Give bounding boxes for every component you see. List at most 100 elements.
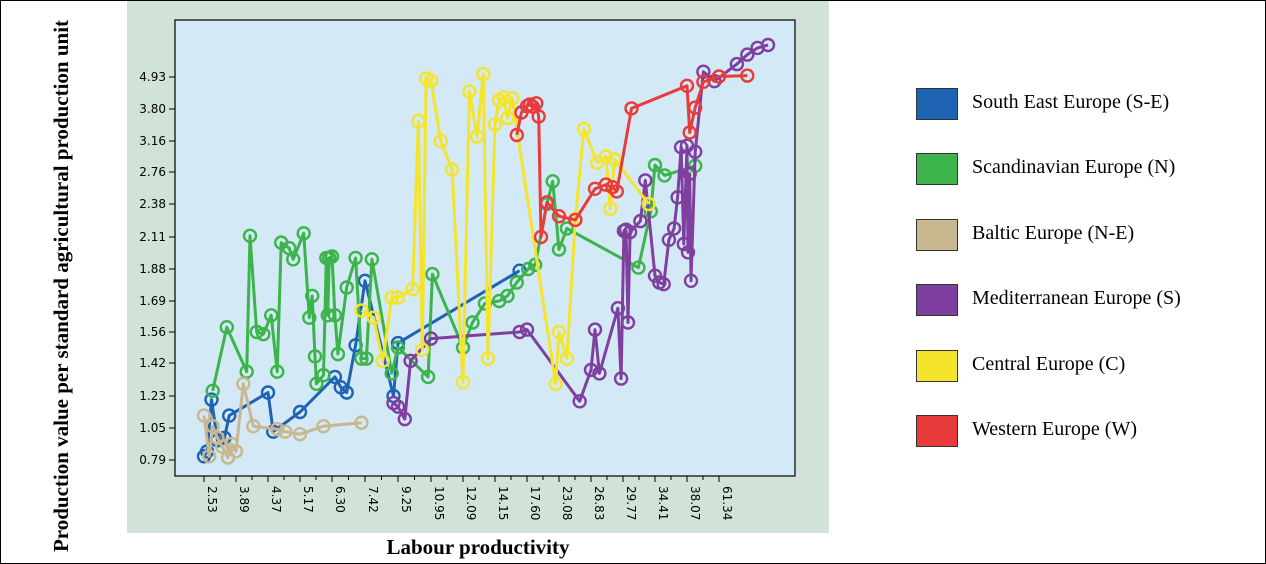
data-point-marker xyxy=(316,368,331,383)
data-point-marker xyxy=(444,162,460,177)
x-tick-label: 17.60 xyxy=(528,486,542,520)
data-point-marker xyxy=(683,273,699,288)
x-tick-label: 23.08 xyxy=(560,486,574,520)
data-point-marker xyxy=(539,195,555,210)
data-point-marker xyxy=(740,47,755,62)
data-point-marker xyxy=(309,376,324,391)
x-axis: 2.53 3.89 4.37 5.17 6.30 7.42 9.25 10.95 12.09 14… xyxy=(203,476,734,520)
data-point-marker xyxy=(633,213,648,229)
data-point-marker xyxy=(270,364,285,379)
data-point-marker xyxy=(609,184,624,199)
x-tick-label: 61.34 xyxy=(720,486,734,520)
data-point-marker xyxy=(302,310,317,325)
data-point-marker xyxy=(278,424,293,439)
data-point-marker xyxy=(205,383,220,398)
data-point-marker xyxy=(559,221,575,236)
legend-label-baltic: Baltic Europe (N-E) xyxy=(972,221,1135,244)
data-point-marker xyxy=(610,301,626,316)
y-tick-label: 1.56 xyxy=(139,325,166,339)
legend-label-central: Central Europe (C) xyxy=(972,352,1126,375)
data-point-marker xyxy=(631,260,646,275)
x-axis-title: Labour productivity xyxy=(386,535,570,559)
data-point-marker xyxy=(624,101,639,116)
data-point-marker xyxy=(423,73,439,88)
legend-item-scandinavian: Scandinavian Europe (N) xyxy=(916,153,1181,218)
data-point-marker xyxy=(425,266,440,282)
data-point-marker xyxy=(620,315,636,330)
data-point-marker xyxy=(500,288,515,304)
data-point-marker xyxy=(551,208,567,224)
data-point-marker xyxy=(196,408,212,423)
data-point-marker xyxy=(296,226,311,241)
data-point-marker xyxy=(221,408,237,423)
data-point-marker xyxy=(673,139,689,155)
data-point-marker xyxy=(405,282,420,297)
data-point-marker xyxy=(613,371,629,386)
data-point-marker xyxy=(696,64,711,79)
data-point-marker xyxy=(305,288,320,304)
data-point-marker xyxy=(246,419,261,434)
data-point-marker xyxy=(607,152,622,167)
data-point-marker xyxy=(512,324,527,340)
y-tick-label: 2.38 xyxy=(139,197,166,211)
series-layer xyxy=(196,37,776,465)
data-point-marker xyxy=(228,444,244,459)
data-point-marker xyxy=(264,308,279,323)
data-point-marker xyxy=(496,90,511,105)
data-point-marker xyxy=(740,68,755,83)
data-point-marker xyxy=(403,353,418,368)
data-point-marker xyxy=(559,351,575,366)
data-point-marker xyxy=(679,78,695,94)
data-point-marker xyxy=(214,439,230,454)
data-point-marker xyxy=(286,252,301,267)
data-point-marker xyxy=(583,362,599,378)
data-point-marker xyxy=(688,144,703,160)
data-point-marker xyxy=(622,224,638,240)
data-point-marker xyxy=(676,236,691,252)
data-point-marker xyxy=(657,168,672,183)
data-point-marker xyxy=(643,204,658,219)
y-tick-label: 4.93 xyxy=(139,70,166,84)
data-point-marker xyxy=(260,385,276,400)
data-point-marker xyxy=(354,351,369,366)
data-point-marker xyxy=(587,322,603,337)
data-point-marker xyxy=(680,245,696,260)
data-point-marker xyxy=(682,166,697,181)
data-point-marker xyxy=(366,310,381,325)
data-point-marker xyxy=(455,374,471,390)
series-line xyxy=(360,72,650,386)
legend-swatch-western xyxy=(916,414,958,447)
data-point-marker xyxy=(364,252,380,267)
data-point-marker xyxy=(529,96,544,111)
data-point-marker xyxy=(354,415,369,430)
data-point-marker xyxy=(339,385,354,400)
data-point-marker xyxy=(390,290,406,305)
data-point-marker xyxy=(415,342,430,357)
data-point-marker xyxy=(411,113,426,129)
data-point-marker xyxy=(682,125,697,140)
data-point-marker xyxy=(711,69,727,84)
data-point-marker xyxy=(390,399,406,414)
y-tick-label: 1.69 xyxy=(139,294,166,308)
data-point-marker xyxy=(598,149,614,164)
data-point-marker xyxy=(320,308,335,323)
data-point-marker xyxy=(420,369,436,385)
data-point-marker xyxy=(433,133,448,149)
legend-item-central: Central Europe (C) xyxy=(916,349,1181,415)
data-point-marker xyxy=(647,157,663,173)
data-point-marker xyxy=(522,97,538,112)
legend-label-western: Western Europe (W) xyxy=(972,417,1137,440)
y-tick-label: 1.42 xyxy=(139,356,166,370)
data-point-marker xyxy=(500,110,515,126)
data-point-marker xyxy=(533,229,549,245)
x-tick-label: 12.09 xyxy=(464,486,478,520)
data-point-marker xyxy=(384,366,399,381)
data-point-marker xyxy=(551,324,567,340)
data-point-marker xyxy=(696,74,711,90)
data-point-marker xyxy=(205,419,220,434)
data-point-marker xyxy=(375,353,390,368)
legend-label-mediterranean: Mediterranean Europe (S) xyxy=(972,287,1181,310)
data-point-marker xyxy=(397,411,412,427)
data-point-marker xyxy=(476,66,491,82)
data-point-marker xyxy=(384,290,399,305)
